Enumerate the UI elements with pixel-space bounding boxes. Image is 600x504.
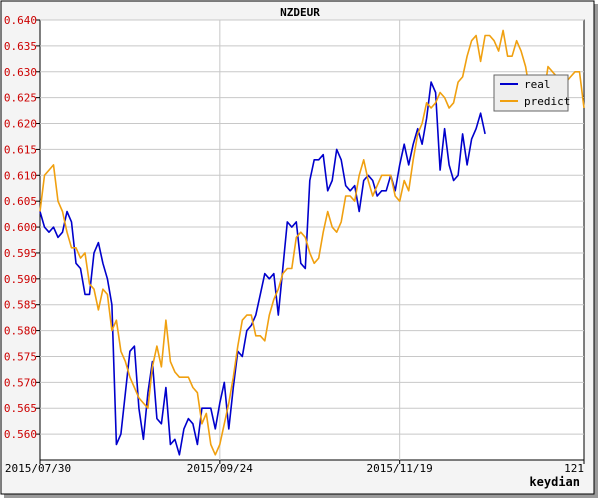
y-tick-label: 0.590 (4, 273, 37, 286)
y-tick-label: 0.575 (4, 350, 37, 363)
x-tick-label: 121 (564, 462, 584, 475)
series-line-predict (39, 29, 585, 456)
x-tick-labels: 2015/07/30 2015/09/24 2015/11/19 121 (5, 460, 585, 475)
legend-box (493, 74, 569, 112)
legend: real predict (493, 74, 570, 112)
y-tick-labels: 0.560 0.565 0.570 0.575 0.580 0.585 0.590 0.595… (4, 14, 40, 441)
y-tick-label: 0.605 (4, 195, 37, 208)
y-tick-label: 0.560 (4, 428, 37, 441)
y-tick-label: 0.640 (4, 14, 37, 27)
y-tick-label: 0.620 (4, 118, 37, 131)
series-lines (39, 29, 585, 456)
chart-title: NZDEUR (280, 6, 320, 19)
grid-lines (40, 19, 584, 460)
y-tick-label: 0.580 (4, 325, 37, 338)
y-tick-label: 0.615 (4, 143, 37, 156)
x-tick-label: 2015/11/19 (367, 462, 433, 475)
x-tick-label: 2015/07/30 (5, 462, 71, 475)
y-tick-label: 0.625 (4, 92, 37, 105)
y-tick-label: 0.600 (4, 221, 37, 234)
legend-predict-label: predict (524, 95, 570, 108)
y-tick-label: 0.595 (4, 247, 37, 260)
x-tick-label: 2015/09/24 (187, 462, 254, 475)
y-tick-label: 0.635 (4, 40, 37, 53)
y-tick-label: 0.570 (4, 376, 37, 389)
series-line-real (39, 81, 486, 456)
legend-real-label: real (524, 78, 551, 91)
y-tick-label: 0.565 (4, 402, 37, 415)
x-axis-label: keydian (529, 475, 580, 489)
y-tick-label: 0.585 (4, 299, 37, 312)
y-tick-label: 0.630 (4, 66, 37, 79)
y-tick-label: 0.610 (4, 169, 37, 182)
